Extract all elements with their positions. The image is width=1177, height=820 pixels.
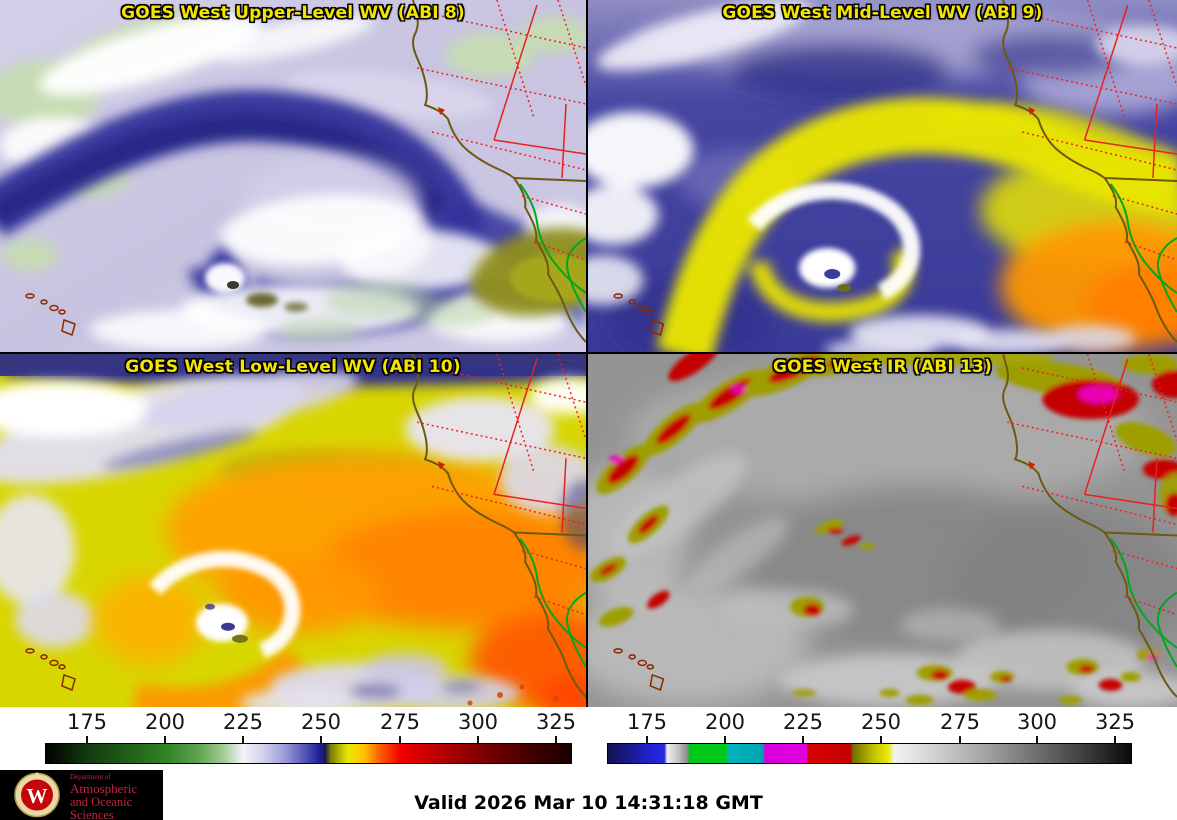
ir-scale-label: 200: [704, 710, 746, 734]
panel-title-mid-wv: GOES West Mid-Level WV (ABI 9): [722, 3, 1043, 23]
ir-scale-label: 225: [782, 710, 824, 734]
ir-image: [588, 354, 1177, 707]
satellite-panel-grid: GOES West Upper-Level WV (ABI 8): [0, 0, 1177, 707]
logo-text: Department of Atmospheric and Oceanic Sc…: [70, 773, 163, 820]
ir-scale-tick: [724, 736, 726, 743]
wv-scale-tick: [86, 736, 88, 743]
wv-scale-tick: [320, 736, 322, 743]
wv-scale-label: 225: [222, 710, 264, 734]
ir-scale-tick: [1114, 736, 1116, 743]
ir-scale-label: 175: [626, 710, 668, 734]
uw-crest-icon: W: [14, 772, 60, 818]
uw-aos-logo: W Department of Atmospheric and Oceanic …: [0, 770, 163, 820]
panel-upper-level-wv: GOES West Upper-Level WV (ABI 8): [0, 0, 586, 352]
logo-dept-line: Department of: [70, 773, 111, 781]
wv-colorbar: [45, 743, 572, 764]
wv-scale-tick: [164, 736, 166, 743]
panel-low-level-wv: GOES West Low-Level WV (ABI 10): [0, 354, 586, 707]
mid-level-wv-image: [588, 0, 1177, 352]
logo-name-line2: and Oceanic Sciences: [70, 794, 133, 820]
logo-name-line1: Atmospheric: [70, 781, 138, 797]
panel-title-low-wv: GOES West Low-Level WV (ABI 10): [125, 357, 461, 377]
map-overlay: [25, 0, 586, 343]
footer: W Department of Atmospheric and Oceanic …: [0, 765, 1177, 820]
ir-scale-tick: [880, 736, 882, 743]
upper-level-wv-image: [0, 0, 586, 352]
wv-scale-label: 175: [66, 710, 108, 734]
crest-letter: W: [27, 784, 48, 808]
ir-scale-label: 300: [1016, 710, 1058, 734]
wv-scale-tick: [399, 736, 401, 743]
panel-mid-level-wv: GOES West Mid-Level WV (ABI 9): [588, 0, 1177, 352]
map-overlay: [613, 0, 1177, 343]
wv-scale-label: 250: [300, 710, 342, 734]
map-overlay: [613, 354, 1177, 698]
ir-scale-label: 250: [860, 710, 902, 734]
ir-scale-label: 275: [939, 710, 981, 734]
ir-scale-label: 325: [1094, 710, 1136, 734]
ir-scale-tick: [802, 736, 804, 743]
wv-scale-label: 325: [535, 710, 577, 734]
wv-scale-tick: [242, 736, 244, 743]
wv-scale-tick: [555, 736, 557, 743]
map-overlay: [25, 354, 586, 698]
valid-timestamp: Valid 2026 Mar 10 14:31:18 GMT: [414, 792, 763, 814]
wv-scale-label: 300: [457, 710, 499, 734]
panel-title-upper-wv: GOES West Upper-Level WV (ABI 8): [121, 3, 465, 23]
ir-colorbar: [607, 743, 1132, 764]
wv-scale-label: 275: [379, 710, 421, 734]
colorbar-section: 175 200 225 250 275 300 325 175 200 225 …: [0, 707, 1177, 765]
wv-scale-label: 200: [144, 710, 186, 734]
ir-scale-tick: [646, 736, 648, 743]
panel-title-ir: GOES West IR (ABI 13): [772, 357, 993, 377]
ir-scale-tick: [959, 736, 961, 743]
wv-scale-tick: [477, 736, 479, 743]
ir-scale-tick: [1036, 736, 1038, 743]
panel-ir: GOES West IR (ABI 13): [588, 354, 1177, 707]
low-level-wv-image: [0, 354, 586, 707]
